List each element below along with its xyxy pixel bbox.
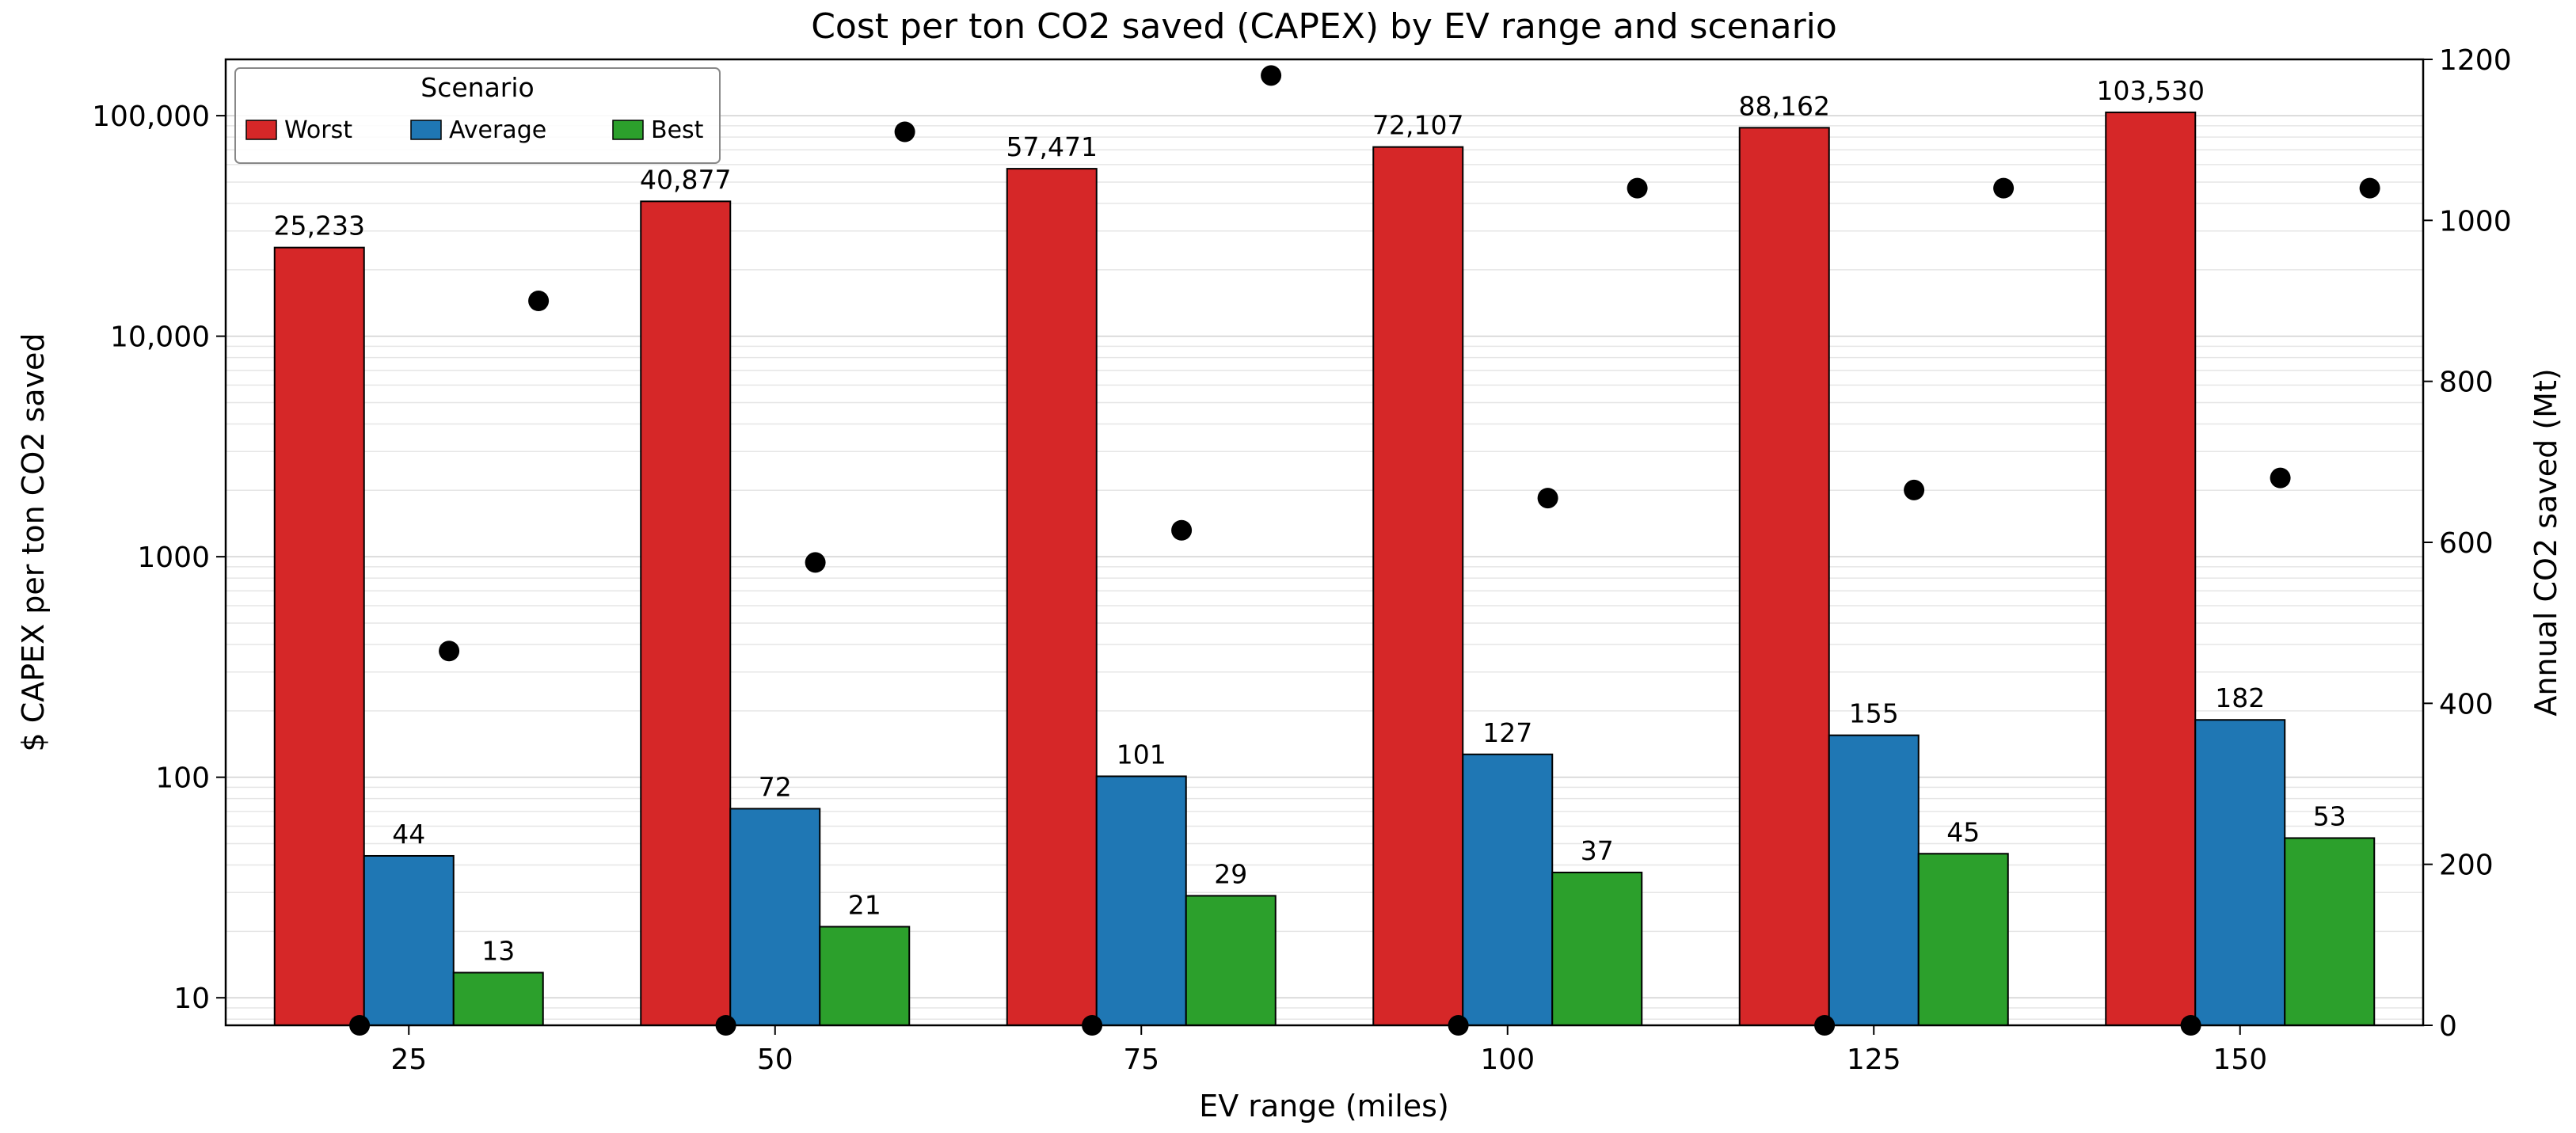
bar-value-label: 45	[1946, 816, 1980, 847]
bar-value-label: 127	[1482, 717, 1532, 748]
y2-tick-label: 400	[2439, 688, 2494, 720]
x-tick-label: 50	[757, 1044, 793, 1076]
legend-swatch-best	[612, 120, 644, 140]
bar-average	[729, 808, 821, 1026]
bar-average	[363, 854, 455, 1027]
bar-value-label: 88,162	[1739, 90, 1830, 121]
bar-value-label: 25,233	[274, 211, 365, 241]
bars	[273, 111, 2376, 1027]
co2-saved-point	[1904, 479, 1925, 500]
y2-tick-label: 600	[2439, 527, 2494, 560]
bar-worst	[640, 200, 732, 1026]
y-tick-label: 100	[155, 762, 210, 795]
grid-lines	[226, 115, 2423, 1020]
bar-best	[1185, 895, 1277, 1027]
bar-value-label: 29	[1214, 858, 1247, 889]
x-tick-label: 25	[390, 1044, 427, 1076]
bar-value-label: 53	[2313, 800, 2346, 831]
co2-saved-point	[1261, 65, 1282, 86]
y-tick-label: 1000	[137, 542, 210, 574]
chart-title: Cost per ton CO2 saved (CAPEX) by EV ran…	[811, 6, 1837, 47]
y-tick-label: 10	[173, 983, 210, 1015]
co2-saved-point	[2359, 177, 2380, 199]
bar-value-label: 155	[1849, 698, 1899, 729]
bar-best	[819, 926, 911, 1027]
bar-value-label: 40,877	[640, 164, 731, 195]
co2-saved-point	[894, 121, 915, 143]
legend-label-worst: Worst	[284, 116, 352, 144]
y2-tick-label: 1000	[2439, 205, 2512, 238]
legend-swatch-average	[410, 120, 442, 140]
y2-tick-label: 800	[2439, 367, 2494, 399]
legend-swatch-worst	[245, 120, 277, 140]
legend-title: Scenario	[420, 72, 534, 103]
co2-saved-point	[1993, 177, 2015, 199]
bar-average	[1828, 734, 1920, 1027]
y-tick-label: 100,000	[92, 101, 210, 133]
co2-saved-point	[1627, 177, 1648, 199]
bar-average	[2194, 719, 2286, 1026]
y2-tick-label: 0	[2439, 1010, 2457, 1043]
legend: Scenario Worst Average Best	[234, 67, 721, 164]
bar-best	[452, 971, 544, 1027]
x-axis-title: EV range (miles)	[1199, 1089, 1449, 1123]
co2-saved-point	[528, 291, 550, 311]
co2-saved-point	[1171, 519, 1193, 541]
bar-worst	[2105, 111, 2197, 1026]
bar-value-label: 57,471	[1006, 131, 1098, 162]
bar-worst	[1372, 146, 1464, 1027]
x-tick-label: 150	[2213, 1044, 2267, 1076]
bar-best	[1917, 853, 2009, 1027]
co2-saved-point	[439, 641, 460, 662]
bar-value-label: 72,107	[1372, 110, 1463, 141]
bar-worst	[273, 246, 365, 1027]
legend-label-best: Best	[651, 116, 704, 144]
bar-value-label: 13	[481, 935, 515, 966]
bar-worst	[1006, 168, 1098, 1027]
co2-saved-point	[1537, 488, 1558, 509]
bar-best	[1551, 871, 1643, 1026]
legend-box	[234, 67, 721, 164]
bar-value-label: 21	[848, 889, 881, 920]
bar-average	[1095, 775, 1187, 1026]
bar-value-label: 101	[1117, 739, 1166, 770]
bar-value-label: 72	[759, 771, 792, 802]
y2-tick-label: 1200	[2439, 44, 2512, 77]
y-tick-label: 10,000	[110, 321, 210, 354]
bar-value-label: 37	[1581, 835, 1614, 866]
legend-label-average: Average	[449, 116, 546, 144]
bar-value-label: 103,530	[2097, 75, 2205, 106]
co2-saved-point	[805, 552, 826, 573]
bar-labels: 25,233 44 13 40,877 72 21 57,471 101 29 72,107 127…	[274, 75, 2346, 967]
y2-tick-label: 200	[2439, 850, 2494, 882]
x-tick-label: 125	[1847, 1044, 1901, 1076]
x-tick-label: 100	[1480, 1044, 1535, 1076]
bar-value-label: 44	[392, 819, 425, 850]
plot-frame	[224, 58, 2425, 1027]
x-tick-label: 75	[1123, 1044, 1159, 1076]
bar-average	[1462, 753, 1554, 1026]
bar-value-label: 182	[2215, 682, 2265, 713]
bar-best	[2284, 837, 2376, 1026]
axes: 10 100 1000 10,000 100,000 0 200 400 600 800 1000 1…	[92, 44, 2512, 1076]
y2-axis-title: Annual CO2 saved (Mt)	[2528, 368, 2563, 716]
co2-saved-point	[2270, 467, 2291, 489]
bar-worst	[1738, 127, 1830, 1027]
y-axis-title: $ CAPEX per ton CO2 saved	[16, 333, 51, 751]
